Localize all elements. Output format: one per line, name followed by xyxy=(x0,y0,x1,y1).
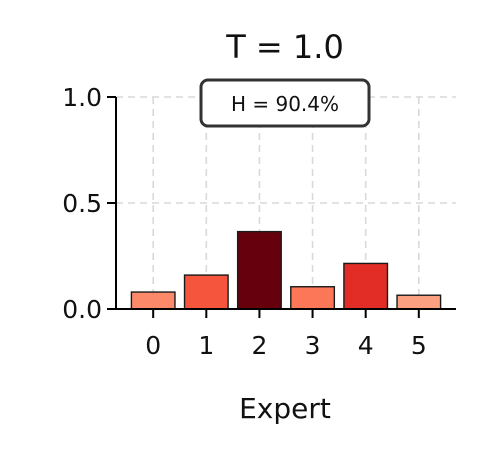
chart-title: T = 1.0 xyxy=(225,28,344,66)
bar-expert-1 xyxy=(183,274,229,310)
y-tick-label: 0.0 xyxy=(62,295,102,324)
x-tick-label: 3 xyxy=(305,331,321,360)
bar-expert-0 xyxy=(130,291,176,310)
x-tick-label: 2 xyxy=(251,331,267,360)
grid xyxy=(116,96,456,310)
y-tick-label: 0.5 xyxy=(62,189,102,218)
x-tick-label: 5 xyxy=(411,331,427,360)
x-tick-label: 1 xyxy=(198,331,214,360)
bar-expert-4 xyxy=(343,262,389,310)
bar-expert-2 xyxy=(236,230,282,310)
x-tick-label: 0 xyxy=(145,331,161,360)
x-tick-label: 4 xyxy=(358,331,374,360)
annotation-box xyxy=(199,78,371,128)
x-axis-label: Expert xyxy=(239,392,331,425)
bars xyxy=(130,230,442,310)
y-tick-label: 1.0 xyxy=(62,83,102,112)
annotation-text: H = 90.4% xyxy=(231,92,339,116)
bar-expert-3 xyxy=(290,286,336,310)
bar-expert-5 xyxy=(396,294,442,310)
entropy-annotation: H = 90.4% xyxy=(199,78,371,128)
ticks: 0.0 0.5 1.0 0 1 2 3 4 5 xyxy=(62,83,427,360)
